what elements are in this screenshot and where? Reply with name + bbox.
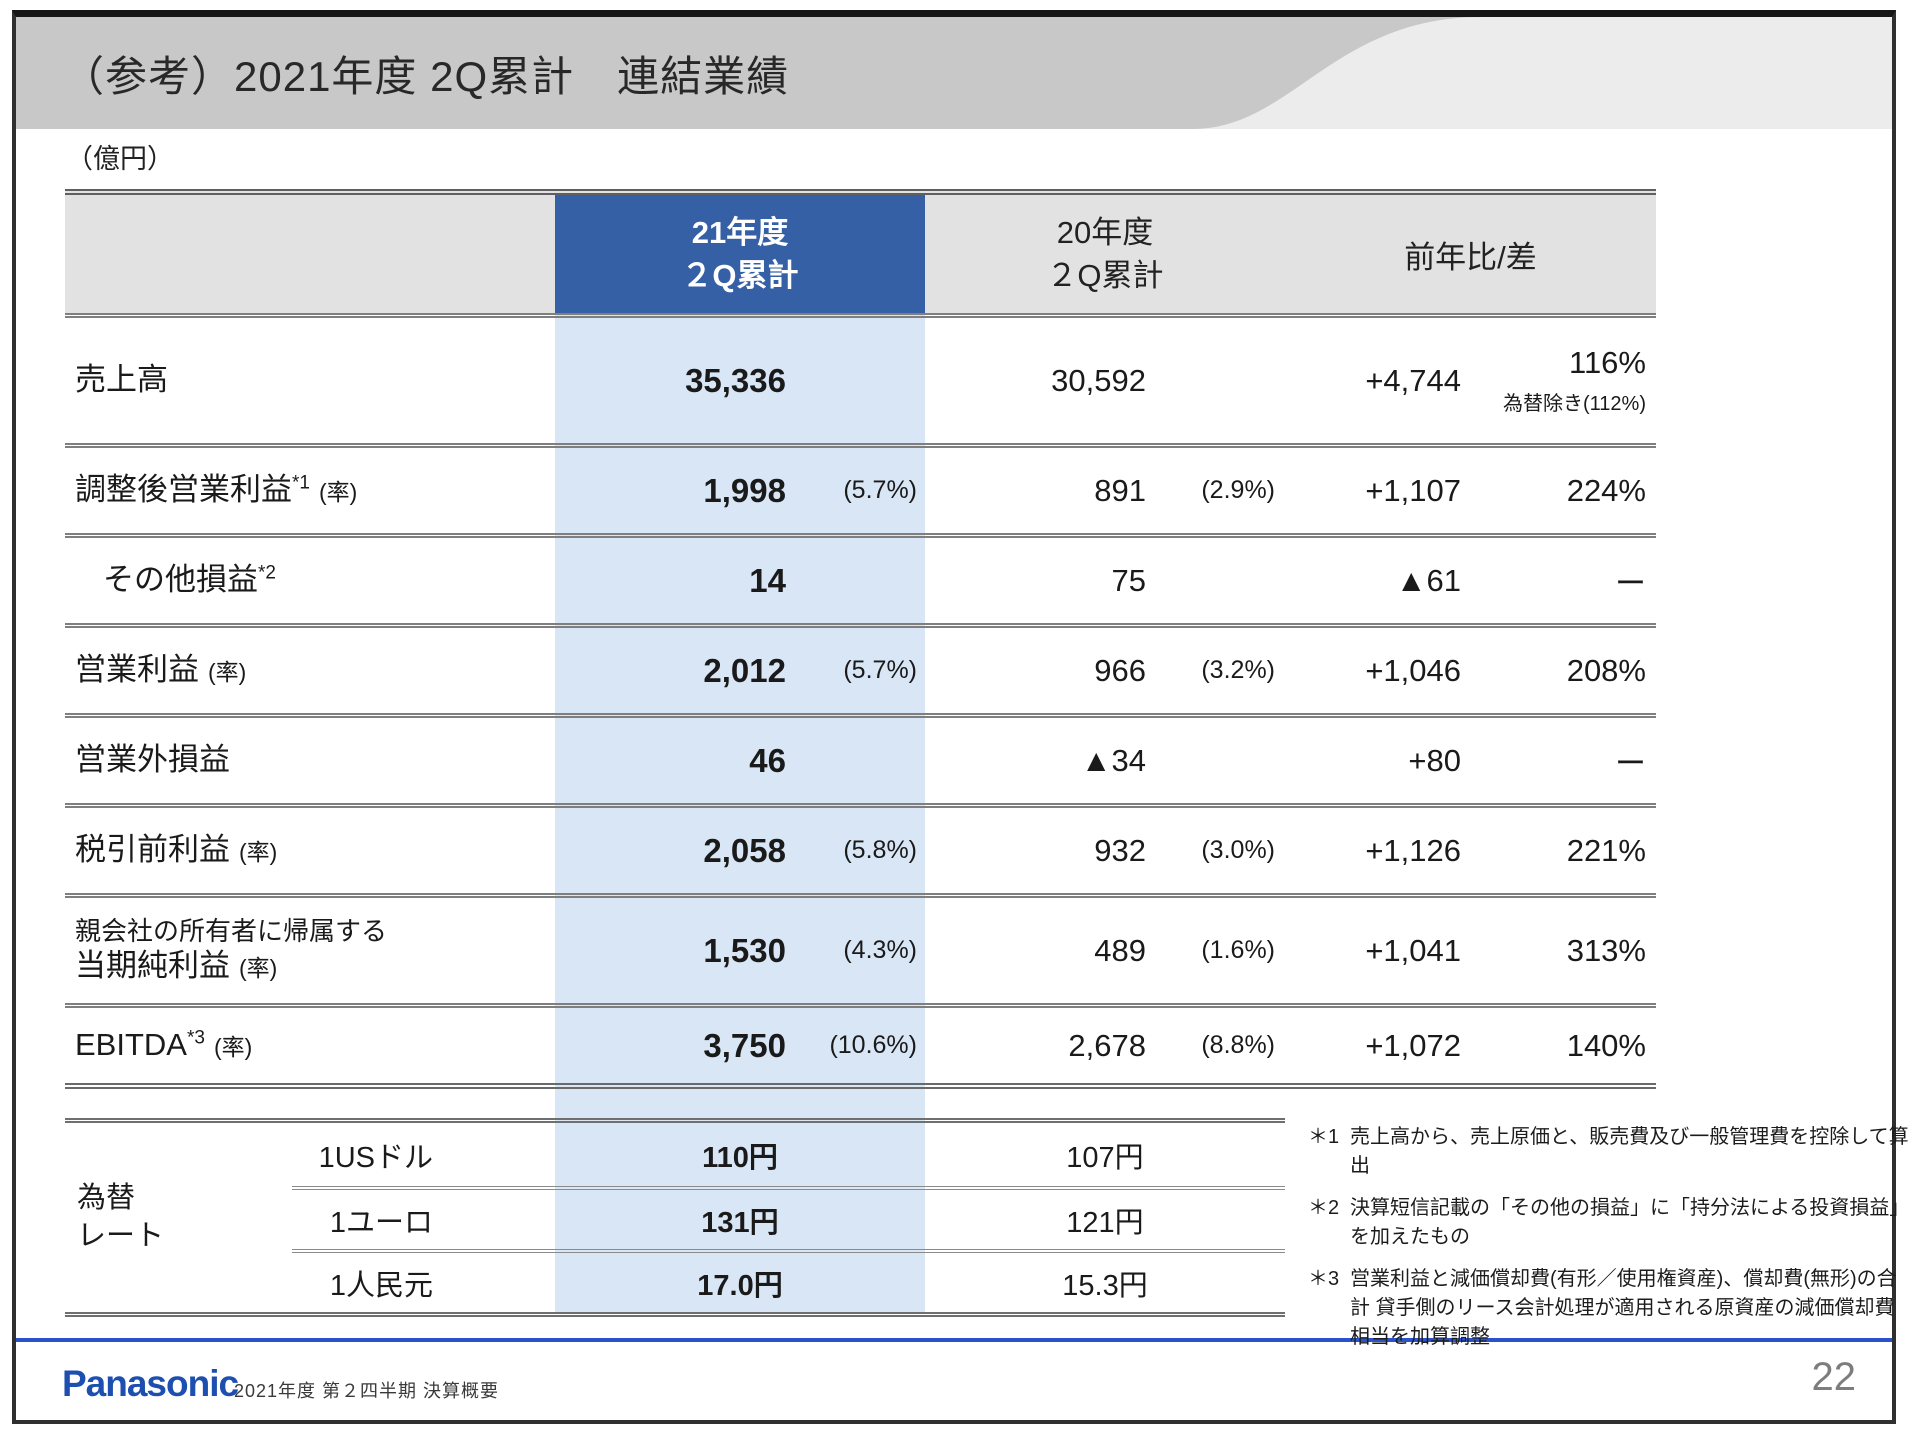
header-yoy: 前年比/差	[1404, 239, 1537, 275]
rate-fy21: (10.6%)	[829, 1031, 917, 1059]
yoy-diff: +1,126	[1365, 832, 1461, 868]
value-fy21: 2,058	[703, 831, 786, 869]
fx-spacer	[445, 1186, 555, 1249]
value-fy20: ▲34	[1080, 742, 1146, 778]
footer-divider	[16, 1338, 1892, 1342]
fx-spacer	[445, 1249, 555, 1312]
footnotes: ＊1 売上高から、売上原価と、販売費及び一般管理費を控除して算出 ＊2 決算短信…	[1308, 1123, 1912, 1365]
yoy-ratio: 221%	[1566, 832, 1646, 868]
yoy-ratio: 224%	[1566, 472, 1646, 508]
header-fy21-2q: 21年度 ２Q累計	[555, 195, 925, 313]
row-label: 調整後営業利益*1 (率)	[75, 472, 358, 508]
page-title: （参考）2021年度 2Q累計 連結業績	[62, 52, 790, 100]
fx-excluded-note: 為替除き(112%)	[1503, 393, 1646, 415]
rate-fy21: (5.8%)	[843, 836, 917, 864]
yoy-diff: +1,107	[1365, 472, 1461, 508]
rate-fy20: (3.2%)	[1201, 656, 1275, 684]
fx-value-fy20: 121円	[925, 1186, 1285, 1249]
yoy-ratio: ー	[1615, 746, 1646, 781]
value-fy21: 14	[749, 561, 786, 599]
table-row-ebitda: EBITDA*3 (率) 3,750 (10.6%) 2,678 (8.8%) +…	[65, 1003, 1656, 1089]
header-fy20-line2: ２Q累計	[1046, 258, 1164, 293]
title-bar: （参考）2021年度 2Q累計 連結業績	[16, 17, 1892, 129]
yoy-diff: +1,072	[1365, 1027, 1461, 1063]
slide: （参考）2021年度 2Q累計 連結業績 （億円） 21年度 ２Q累計 20年度…	[12, 10, 1909, 1424]
footnote-3: ＊3 営業利益と減価償却費(有形／使用権資産)、償却費(無形)の合計 貸手側のリ…	[1308, 1268, 1897, 1348]
fx-currency: 1ユーロ	[292, 1186, 445, 1249]
table-row-non-op-income: 営業外損益 46 ▲34 +80 ー	[65, 713, 1656, 803]
rate-fy20: (2.9%)	[1201, 476, 1275, 504]
fx-value-fy21: 131円	[555, 1186, 925, 1249]
value-fy21: 1,530	[703, 931, 786, 969]
yoy-diff: ▲61	[1395, 562, 1461, 598]
titlebar-swoosh	[1192, 17, 1892, 129]
yoy-diff: +4,744	[1365, 362, 1461, 398]
row-label: 売上高	[75, 362, 168, 398]
value-fy20: 932	[1094, 832, 1146, 868]
table-row-adjusted-op-profit: 調整後営業利益*1 (率) 1,998 (5.7%) 891 (2.9%) +1,…	[65, 443, 1656, 533]
fx-currency: 1USドル	[318, 1141, 433, 1174]
value-fy20: 966	[1094, 652, 1146, 688]
exchange-rate-table: 為替 レート 1USドル 110円 107円 1ユーロ 131円 121円 1人…	[65, 1118, 1285, 1317]
rate-fy20: (8.8%)	[1201, 1031, 1275, 1059]
table-row-net-profit: 親会社の所有者に帰属する 当期純利益 (率) 1,530 (4.3%) 489 (1…	[65, 893, 1656, 1003]
table-header-row: 21年度 ２Q累計 20年度 ２Q累計 前年比/差	[65, 189, 1656, 313]
table-row-op-profit: 営業利益 (率) 2,012 (5.7%) 966 (3.2%) +1,046 2…	[65, 623, 1656, 713]
header-fy20-line1: 20年度	[1056, 214, 1154, 250]
header-fy20-2q: 20年度 ２Q累計	[925, 211, 1285, 298]
header-fy21-line1: 21年度	[691, 214, 789, 250]
results-table: 21年度 ２Q累計 20年度 ２Q累計 前年比/差 売上高 35,336 30,…	[65, 189, 1656, 1089]
value-fy20: 30,592	[1051, 362, 1146, 398]
fx-value-fy21: 110円	[702, 1141, 778, 1174]
row-label: その他損益*2	[103, 562, 276, 598]
header-fy21-line2: ２Q累計	[681, 258, 799, 293]
unit-label: （億円）	[66, 144, 174, 174]
rate-fy20: (3.0%)	[1201, 836, 1275, 864]
row-label: EBITDA*3 (率)	[75, 1027, 253, 1063]
yoy-ratio: 208%	[1566, 652, 1646, 688]
yoy-ratio: 140%	[1566, 1027, 1646, 1063]
row-label: 税引前利益 (率)	[75, 832, 278, 868]
value-fy21: 2,012	[703, 651, 786, 689]
yoy-diff: +1,046	[1365, 652, 1461, 688]
rate-fy21: (5.7%)	[843, 476, 917, 504]
value-fy20: 489	[1094, 932, 1146, 968]
rate-fy21: (4.3%)	[843, 936, 917, 964]
row-label: 営業外損益	[75, 742, 230, 778]
value-fy21: 3,750	[703, 1026, 786, 1064]
row-label: 親会社の所有者に帰属する 当期純利益 (率)	[75, 915, 388, 984]
yoy-ratio: 313%	[1566, 932, 1646, 968]
fx-value-fy20: 15.3円	[925, 1249, 1285, 1312]
yoy-ratio: 116% 為替除き(112%)	[1503, 345, 1646, 415]
value-fy21: 1,998	[703, 471, 786, 509]
value-fy21: 35,336	[685, 361, 786, 399]
fy21-highlight-band	[555, 313, 925, 1314]
rate-fy21: (5.7%)	[843, 656, 917, 684]
panasonic-logo: Panasonic	[62, 1363, 239, 1404]
value-fy20: 75	[1111, 562, 1146, 598]
footer-caption: 2021年度 第２四半期 決算概要	[234, 1381, 500, 1401]
yoy-diff: +1,041	[1365, 932, 1461, 968]
row-label: 営業利益 (率)	[75, 652, 247, 688]
value-fy20: 891	[1094, 472, 1146, 508]
fx-value-fy21: 17.0円	[555, 1249, 925, 1312]
footnote-1: ＊1 売上高から、売上原価と、販売費及び一般管理費を控除して算出	[1308, 1126, 1909, 1177]
value-fy20: 2,678	[1068, 1027, 1146, 1063]
fx-label: 為替 レート	[77, 1181, 165, 1252]
yoy-ratio: ー	[1615, 566, 1646, 601]
table-row-pretax-profit: 税引前利益 (率) 2,058 (5.8%) 932 (3.0%) +1,126 …	[65, 803, 1656, 893]
fx-value-fy20: 107円	[1066, 1141, 1144, 1174]
page-number: 22	[1811, 1355, 1857, 1399]
fx-currency: 1人民元	[292, 1249, 445, 1312]
value-fy21: 46	[749, 741, 786, 779]
table-row-sales: 売上高 35,336 30,592 +4,744 116% 為替除き(112%)	[65, 313, 1656, 443]
fx-spacer	[445, 1123, 555, 1186]
table-row-other-income: その他損益*2 14 75 ▲61 ー	[65, 533, 1656, 623]
rate-fy20: (1.6%)	[1201, 936, 1275, 964]
footnote-2: ＊2 決算短信記載の「その他の損益」に「持分法による投資損益」を加えたもの	[1308, 1197, 1910, 1248]
yoy-diff: +80	[1408, 742, 1461, 778]
